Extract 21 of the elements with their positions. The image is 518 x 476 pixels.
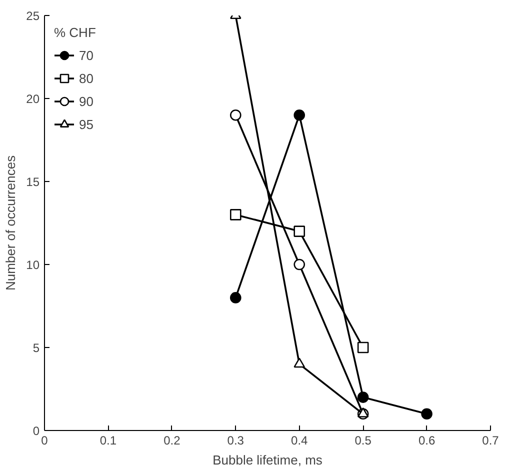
x-tick-label: 0.1 — [100, 434, 117, 448]
legend-label: 70 — [79, 48, 94, 62]
y-tick-label: 20 — [26, 92, 40, 106]
x-tick-label: 0.3 — [227, 434, 244, 448]
x-tick-label: 0.2 — [164, 434, 181, 448]
y-axis-title: Number of occurrences — [3, 154, 18, 291]
legend-label: 80 — [79, 70, 94, 86]
x-tick-label: 0.4 — [291, 434, 308, 448]
x-tick-label: 0.5 — [354, 434, 372, 448]
legend-title: % CHF — [54, 25, 97, 40]
y-tick-label: 10 — [26, 258, 40, 272]
y-tick-label: 0 — [32, 424, 40, 438]
x-tick-label: 0 — [41, 434, 48, 448]
y-tick-label: 25 — [26, 9, 40, 23]
legend-label: 95 — [79, 116, 94, 132]
x-axis-title: Bubble lifetime, ms — [212, 452, 323, 468]
y-tick-label: 15 — [26, 175, 40, 189]
y-tick-label: 5 — [32, 341, 40, 355]
x-tick-label: 0.7 — [482, 434, 500, 448]
x-tick-label: 0.6 — [418, 434, 436, 448]
legend-label: 90 — [79, 94, 94, 108]
